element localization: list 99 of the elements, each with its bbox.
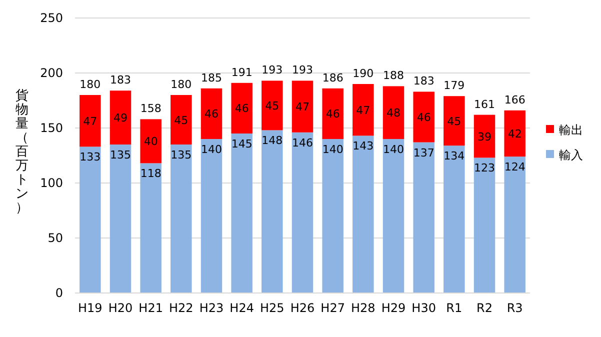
x-tick-label: H20	[108, 301, 133, 315]
bar	[504, 110, 526, 157]
bar	[504, 156, 526, 293]
y-tick-label: 50	[48, 231, 63, 245]
x-tick-label: H25	[260, 301, 284, 315]
x-tick-label: R1	[446, 301, 462, 315]
bar	[80, 146, 101, 293]
data-label: 47	[296, 100, 310, 114]
data-label: 148	[262, 134, 283, 148]
data-label: 146	[292, 136, 313, 150]
bar	[413, 142, 434, 293]
bar	[352, 84, 374, 136]
data-label: 46	[416, 111, 431, 124]
data-label: 45	[265, 99, 280, 112]
data-label: 133	[80, 150, 101, 164]
total-label: 180	[80, 78, 101, 91]
data-label: 134	[444, 150, 465, 163]
bar	[382, 86, 404, 139]
x-tick-label: H19	[78, 301, 102, 315]
text: 貨物量（百万トン）	[16, 88, 28, 216]
total-label: 191	[231, 66, 252, 79]
total-label: 166	[504, 93, 526, 106]
y-tick-label: 100	[40, 176, 63, 190]
x-tick-label: H29	[381, 301, 406, 315]
bar	[80, 95, 101, 147]
bar	[474, 158, 496, 293]
data-label: 47	[356, 104, 370, 117]
x-tick-label: H23	[199, 301, 224, 315]
bar	[322, 88, 344, 139]
bar	[444, 146, 465, 293]
total-label: 185	[201, 71, 222, 84]
y-tick-label: 150	[40, 121, 63, 135]
x-tick-label: H22	[169, 301, 194, 315]
total-label: 193	[292, 64, 313, 77]
total-label: 190	[352, 67, 374, 80]
total-label: 193	[262, 64, 283, 77]
x-tick-label: H30	[412, 301, 436, 315]
x-tick-label: H24	[230, 301, 254, 315]
y-tick-label: 250	[40, 11, 63, 25]
bar	[262, 130, 283, 293]
bar	[170, 144, 192, 293]
bar	[200, 139, 222, 293]
bar	[231, 82, 252, 134]
x-tick-label: H27	[320, 301, 345, 315]
data-label: 46	[234, 102, 249, 116]
x-tick-label: H21	[138, 301, 163, 315]
bar	[352, 136, 374, 293]
total-label: 158	[140, 102, 162, 116]
total-label: 180	[170, 78, 192, 91]
bar	[444, 96, 465, 146]
legend-label: 輸出	[559, 123, 583, 137]
data-label: 140	[383, 143, 404, 156]
data-label: 47	[83, 114, 98, 128]
data-label: 135	[110, 148, 131, 162]
data-label: 124	[504, 160, 526, 174]
data-label: 45	[447, 114, 462, 128]
x-tick-label: R2	[476, 301, 492, 315]
data-label: 135	[170, 148, 192, 162]
data-label: 49	[114, 112, 128, 125]
total-label: 188	[383, 69, 404, 82]
bar	[110, 144, 132, 293]
data-label: 48	[386, 106, 400, 120]
bar	[200, 88, 222, 139]
data-label: 40	[144, 135, 158, 148]
y-tick-label: 200	[40, 66, 63, 80]
total-label: 186	[322, 71, 344, 84]
bar	[382, 139, 404, 293]
bar	[292, 132, 314, 293]
data-label: 46	[204, 108, 218, 121]
data-label: 140	[201, 143, 222, 156]
data-label: 42	[508, 128, 522, 140]
x-tick-label: R3	[506, 301, 523, 315]
data-label: 45	[174, 114, 188, 127]
data-label: 145	[231, 138, 252, 150]
total-label: 161	[474, 98, 495, 111]
bar	[170, 95, 192, 144]
bar	[231, 134, 252, 293]
data-label: 39	[478, 130, 492, 144]
data-label: 143	[352, 140, 374, 153]
bar	[140, 119, 162, 164]
total-label: 183	[110, 74, 131, 87]
x-tick-label: H28	[351, 301, 376, 315]
bar	[322, 139, 344, 293]
bar	[474, 114, 496, 158]
bar	[110, 90, 132, 144]
bar	[292, 80, 314, 132]
x-tick-label: H26	[290, 301, 315, 315]
bar	[262, 80, 283, 130]
data-label: 46	[326, 108, 340, 121]
bar	[413, 92, 434, 142]
legend-label: 輸入	[559, 148, 583, 162]
data-label: 137	[413, 146, 434, 160]
total-label: 183	[413, 74, 434, 88]
bar	[140, 163, 162, 293]
data-label: 123	[474, 162, 495, 175]
data-label: 118	[140, 167, 162, 180]
total-label: 179	[444, 79, 465, 92]
y-tick-label: 0	[55, 286, 63, 300]
data-label: 140	[322, 143, 344, 156]
